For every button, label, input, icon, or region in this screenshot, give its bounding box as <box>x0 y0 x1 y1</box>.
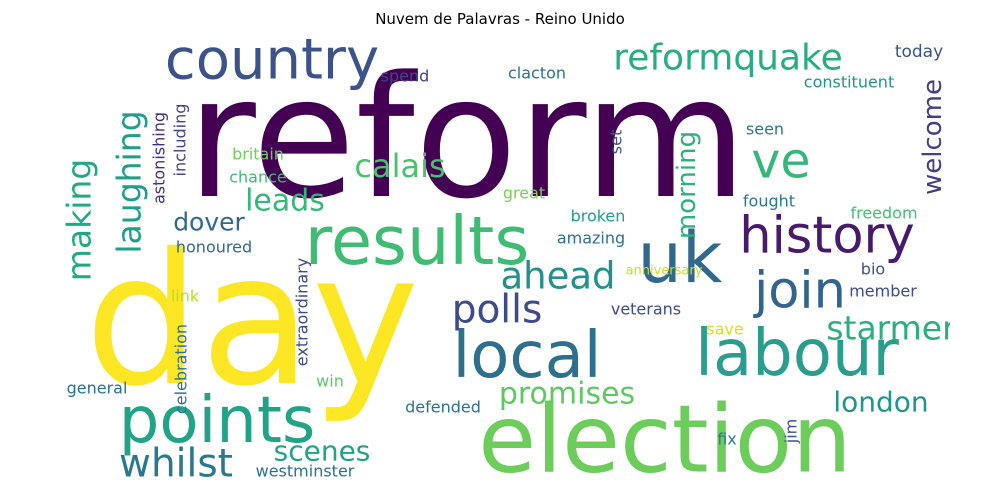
word-broken: broken <box>571 207 626 226</box>
word-set: set <box>607 130 626 154</box>
word-reform: reform <box>187 40 747 236</box>
word-save: save <box>706 320 743 339</box>
word-morning: morning <box>672 131 702 239</box>
word-election: election <box>478 386 852 487</box>
word-whilst: whilst <box>119 442 233 487</box>
word-calais: calais <box>354 147 445 185</box>
word-making: making <box>60 159 99 282</box>
word-westminster: westminster <box>256 462 355 481</box>
word-fought: fought <box>743 192 795 211</box>
word-today: today <box>895 42 943 62</box>
word-defended: defended <box>405 398 481 417</box>
word-great: great <box>503 184 545 203</box>
word-results: results <box>305 202 529 280</box>
word-london: london <box>833 386 928 419</box>
word-uk: uk <box>638 217 723 299</box>
word-amazing: amazing <box>557 229 625 248</box>
word-link: link <box>171 287 200 306</box>
word-points: points <box>119 384 316 458</box>
word-ve: ve <box>751 133 810 190</box>
word-member: member <box>849 282 917 301</box>
word-spend: spend <box>381 67 430 86</box>
word-day: day <box>85 214 420 426</box>
word-bio: bio <box>861 260 885 279</box>
word-veterans: veterans <box>611 300 681 319</box>
word-honoured: honoured <box>176 238 252 257</box>
word-scenes: scenes <box>274 435 371 468</box>
word-jim: jim <box>782 419 801 444</box>
word-extraordinary: extraordinary <box>293 258 312 366</box>
chart-title: Nuvem de Palavras - Reino Unido <box>375 10 625 28</box>
word-freedom: freedom <box>850 204 917 223</box>
word-ahead: ahead <box>500 255 615 298</box>
word-fix: fix <box>717 430 737 449</box>
word-dover: dover <box>173 208 245 237</box>
word-country: country <box>165 36 379 93</box>
word-constituent: constituent <box>804 73 894 92</box>
word-celebration: celebration <box>172 324 191 414</box>
word-starmer: starmer <box>826 309 950 348</box>
word-join: join <box>753 262 846 321</box>
word-laughing: laughing <box>110 110 149 253</box>
word-astonishing: astonishing <box>150 112 169 204</box>
word-including: including <box>171 104 190 177</box>
word-welcome: welcome <box>918 79 948 195</box>
word-general: general <box>67 379 128 398</box>
word-labour: labour <box>695 317 899 391</box>
word-cloud: reform day election uk results labour local poi… <box>50 36 951 487</box>
word-anniversary: anniversary <box>626 264 703 279</box>
word-clacton: clacton <box>508 64 566 83</box>
word-leads: leads <box>245 184 325 219</box>
word-chance: chance <box>229 168 287 187</box>
word-promises: promises <box>499 377 635 412</box>
word-britain: britain <box>232 145 284 164</box>
word-reformquake: reformquake <box>613 38 843 79</box>
word-polls: polls <box>452 288 543 333</box>
word-local: local <box>452 319 601 393</box>
word-win: win <box>316 372 344 391</box>
word-seen: seen <box>746 120 784 139</box>
word-history: history <box>739 207 914 266</box>
